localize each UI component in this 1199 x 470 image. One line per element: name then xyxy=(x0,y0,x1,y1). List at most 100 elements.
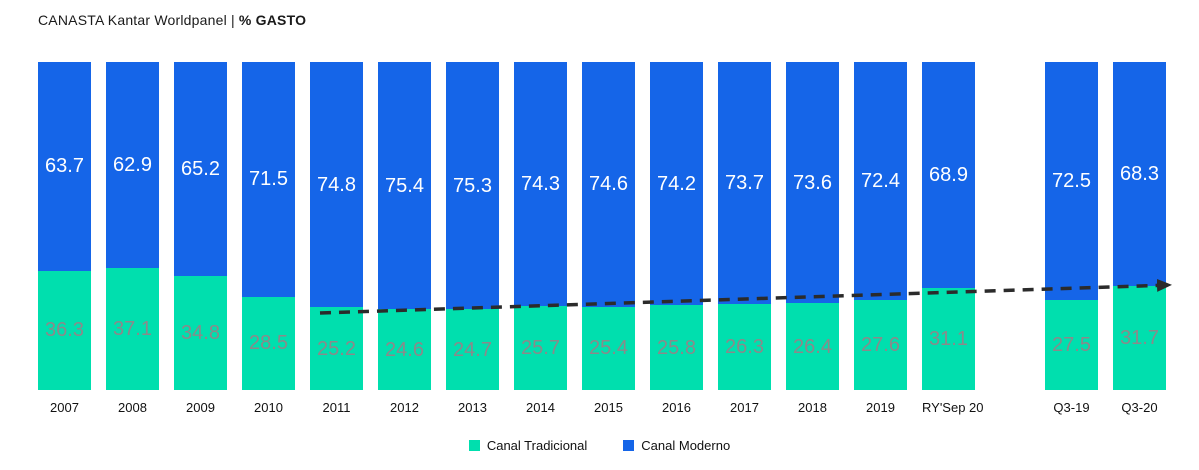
bar-segment-moderno: 68.3 xyxy=(1113,62,1166,286)
stacked-bar: 62.9 37.1 xyxy=(106,62,159,390)
value-label-tradicional: 25.4 xyxy=(589,337,628,360)
bar-segment-tradicional: 37.1 xyxy=(106,268,159,390)
chart-title-emphasis: % GASTO xyxy=(238,12,307,28)
legend-swatch-icon xyxy=(623,440,635,451)
bar-column-2016: 74.2 25.8 2016 xyxy=(650,62,703,415)
bar-segment-moderno: 75.4 xyxy=(378,62,431,310)
value-label-tradicional: 24.7 xyxy=(453,338,492,361)
bar-column-2015: 74.6 25.4 2015 xyxy=(582,62,635,415)
value-label-tradicional: 31.1 xyxy=(929,328,968,350)
bar-column-2018: 73.6 26.4 2018 xyxy=(786,62,839,415)
stacked-bar: 74.3 25.7 xyxy=(514,62,567,390)
stacked-bar: 73.7 26.3 xyxy=(718,62,771,390)
value-label-moderno: 74.6 xyxy=(589,173,628,196)
chart-title: CANASTA Kantar Worldpanel | % GASTO xyxy=(38,12,306,28)
bar-segment-moderno: 74.6 xyxy=(582,62,635,307)
bar-segment-moderno: 73.7 xyxy=(718,62,771,304)
value-label-tradicional: 25.2 xyxy=(317,337,356,360)
legend-label: Canal Moderno xyxy=(641,438,731,453)
x-axis-label: 2013 xyxy=(458,400,487,415)
bar-segment-tradicional: 36.3 xyxy=(38,270,91,390)
stacked-bar: 63.7 36.3 xyxy=(38,62,91,390)
stacked-bar: 73.6 26.4 xyxy=(786,62,839,390)
x-axis-label: 2010 xyxy=(254,400,283,415)
value-label-moderno: 72.5 xyxy=(1052,169,1091,192)
value-label-tradicional: 26.4 xyxy=(793,335,832,358)
x-axis-label: 2007 xyxy=(50,400,79,415)
legend-swatch-icon xyxy=(468,440,480,451)
bar-segment-moderno: 74.2 xyxy=(650,62,703,306)
value-label-tradicional: 25.7 xyxy=(521,336,560,359)
value-label-moderno: 74.8 xyxy=(317,173,356,196)
x-axis-label: Q3-19 xyxy=(1053,400,1090,415)
value-label-tradicional: 37.1 xyxy=(113,318,152,341)
value-label-moderno: 74.3 xyxy=(521,172,560,195)
x-axis-label: RY'Sep 20 xyxy=(922,400,984,415)
x-axis-label: 2011 xyxy=(322,400,351,415)
bar-segment-moderno: 71.5 xyxy=(242,62,295,297)
bar-segment-moderno: 75.3 xyxy=(446,62,499,309)
stacked-bar: 72.5 27.5 xyxy=(1045,62,1098,390)
bar-segment-moderno: 68.9 xyxy=(922,62,975,288)
legend-label: Canal Tradicional xyxy=(486,438,588,453)
value-label-moderno: 75.3 xyxy=(453,174,492,197)
bar-segment-moderno: 72.4 xyxy=(854,62,907,300)
stacked-bar: 74.6 25.4 xyxy=(582,62,635,390)
x-axis-label: 2015 xyxy=(594,400,623,415)
value-label-tradicional: 26.3 xyxy=(725,335,764,358)
bar-segment-tradicional: 31.7 xyxy=(1113,286,1166,390)
bar-column-2007: 63.7 36.3 2007 xyxy=(38,62,91,415)
bar-segment-tradicional: 25.8 xyxy=(650,305,703,390)
value-label-moderno: 74.2 xyxy=(657,172,696,195)
bar-segment-tradicional: 25.7 xyxy=(514,305,567,390)
stacked-bar: 74.2 25.8 xyxy=(650,62,703,390)
bar-column-2014: 74.3 25.7 2014 xyxy=(514,62,567,415)
x-axis-label: 2008 xyxy=(118,400,147,415)
value-label-moderno: 65.2 xyxy=(181,157,220,180)
stacked-bar-chart: 63.7 36.3 2007 62.9 37.1 2008 65.2 34.8 2009 71.5… xyxy=(0,62,1199,415)
value-label-tradicional: 36.3 xyxy=(45,319,84,342)
value-label-moderno: 68.9 xyxy=(929,164,968,186)
bar-segment-moderno: 74.8 xyxy=(310,62,363,308)
stacked-bar: 75.3 24.7 xyxy=(446,62,499,390)
bar-segment-tradicional: 27.6 xyxy=(854,299,907,390)
bar-segment-tradicional: 25.4 xyxy=(582,306,635,390)
bar-segment-tradicional: 28.5 xyxy=(242,296,295,390)
bar-column-2019: 72.4 27.6 2019 xyxy=(854,62,907,415)
stacked-bar: 68.9 31.1 xyxy=(922,62,975,390)
bar-column-ry-sep-20: 68.9 31.1 RY'Sep 20 xyxy=(922,62,984,415)
value-label-moderno: 71.5 xyxy=(249,168,288,191)
bar-column-2012: 75.4 24.6 2012 xyxy=(378,62,431,415)
bar-segment-tradicional: 27.5 xyxy=(1045,299,1098,390)
bar-segment-tradicional: 34.8 xyxy=(174,275,227,390)
bar-segment-moderno: 62.9 xyxy=(106,62,159,269)
x-axis-label: 2014 xyxy=(526,400,555,415)
bar-segment-moderno: 73.6 xyxy=(786,62,839,304)
chart-legend: Canal Tradicional Canal Moderno xyxy=(0,438,1199,453)
stacked-bar: 72.4 27.6 xyxy=(854,62,907,390)
bar-segment-tradicional: 24.6 xyxy=(378,309,431,390)
value-label-moderno: 73.6 xyxy=(793,171,832,194)
bar-column-2008: 62.9 37.1 2008 xyxy=(106,62,159,415)
value-label-tradicional: 27.5 xyxy=(1052,333,1091,356)
stacked-bar: 74.8 25.2 xyxy=(310,62,363,390)
chart-title-prefix: CANASTA Kantar Worldpanel | xyxy=(38,12,239,28)
bar-segment-tradicional: 31.1 xyxy=(922,288,975,390)
bar-column-2017: 73.7 26.3 2017 xyxy=(718,62,771,415)
bar-segment-moderno: 74.3 xyxy=(514,62,567,306)
stacked-bar: 65.2 34.8 xyxy=(174,62,227,390)
value-label-tradicional: 34.8 xyxy=(181,321,220,344)
x-axis-label: 2019 xyxy=(866,400,895,415)
bar-segment-moderno: 63.7 xyxy=(38,62,91,271)
value-label-moderno: 63.7 xyxy=(45,155,84,178)
value-label-tradicional: 31.7 xyxy=(1120,327,1159,349)
value-label-tradicional: 24.6 xyxy=(385,338,424,361)
stacked-bar: 75.4 24.6 xyxy=(378,62,431,390)
value-label-moderno: 75.4 xyxy=(385,174,424,197)
legend-item: Canal Tradicional xyxy=(468,438,588,453)
value-label-moderno: 72.4 xyxy=(861,169,900,192)
bar-column-q3-20: 68.3 31.7 Q3-20 xyxy=(1113,62,1166,415)
stacked-bar: 71.5 28.5 xyxy=(242,62,295,390)
bar-segment-tradicional: 26.4 xyxy=(786,303,839,390)
